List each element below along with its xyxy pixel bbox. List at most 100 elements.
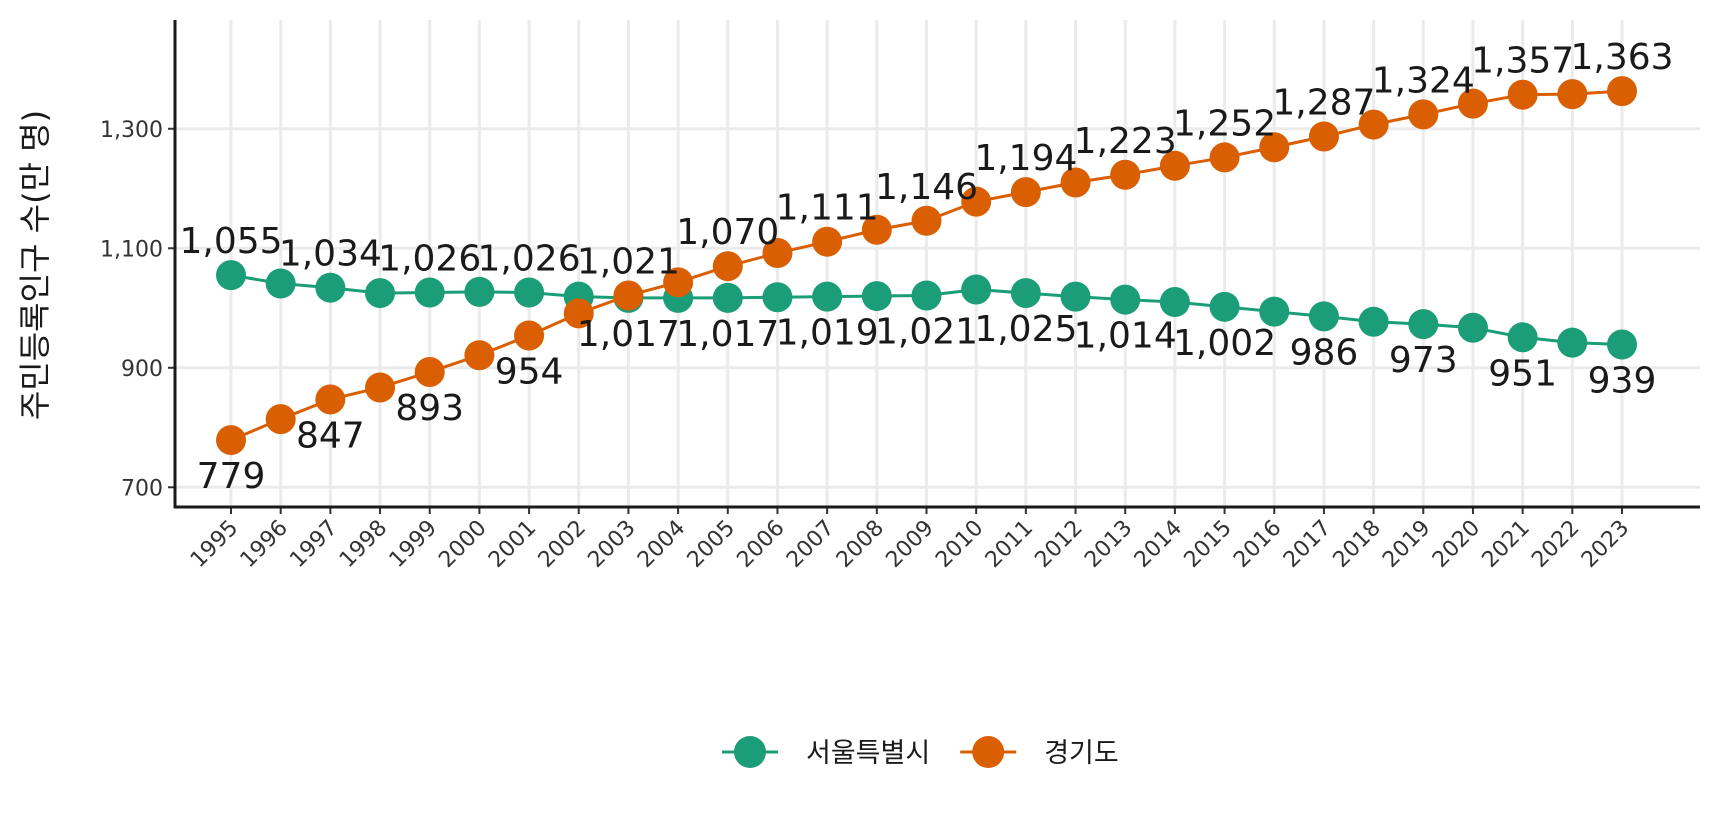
data-point xyxy=(514,277,545,308)
data-point xyxy=(1507,79,1538,110)
data-point xyxy=(1159,150,1190,181)
x-tick-label: 2008 xyxy=(832,516,889,573)
x-tick-label: 2014 xyxy=(1130,516,1187,573)
x-tick-label: 2001 xyxy=(484,516,541,573)
x-tick-label: 2004 xyxy=(633,516,690,573)
data-label: 893 xyxy=(395,388,464,429)
x-tick-label: 2005 xyxy=(683,516,740,573)
legend-key-point xyxy=(734,736,766,768)
x-tick-label: 2020 xyxy=(1428,516,1485,573)
data-point xyxy=(812,226,843,257)
data-point xyxy=(613,280,644,311)
data-point xyxy=(514,320,545,351)
data-label: 973 xyxy=(1389,340,1458,381)
data-point xyxy=(961,186,992,217)
y-axis-title: 주민등록인구 수(만 명) xyxy=(16,110,54,420)
data-label: 1,287 xyxy=(1272,83,1375,124)
data-label: 1,026 xyxy=(478,238,581,279)
legend: 서울특별시 경기도 xyxy=(722,736,1119,769)
data-point xyxy=(216,260,246,291)
data-label: 1,021 xyxy=(577,241,680,282)
x-tick-label: 2018 xyxy=(1329,516,1386,573)
data-point xyxy=(414,356,445,387)
x-tick-label: 2000 xyxy=(434,516,491,573)
x-tick-label: 2023 xyxy=(1577,516,1634,573)
data-point xyxy=(414,277,445,308)
data-point xyxy=(1457,88,1488,119)
y-tick-label: 700 xyxy=(121,476,163,501)
data-label: 1,357 xyxy=(1471,41,1574,82)
x-tick-label: 1996 xyxy=(236,516,293,573)
data-label: 1,002 xyxy=(1173,323,1276,364)
data-label: 1,034 xyxy=(279,234,382,275)
data-label: 939 xyxy=(1588,360,1657,401)
data-point xyxy=(1110,159,1141,190)
x-tick-label: 2015 xyxy=(1180,516,1237,573)
data-point xyxy=(911,205,942,236)
x-tick-label: 2002 xyxy=(534,516,591,573)
data-point xyxy=(1259,296,1290,327)
data-label: 1,019 xyxy=(776,313,879,354)
data-point xyxy=(1457,312,1488,343)
data-point xyxy=(762,282,793,313)
data-point xyxy=(464,340,495,371)
x-tick-label: 2019 xyxy=(1378,516,1435,573)
data-label: 954 xyxy=(495,352,564,393)
data-point xyxy=(911,280,942,311)
data-label: 1,014 xyxy=(1074,316,1177,357)
x-tick-label: 2007 xyxy=(782,516,839,573)
y-tick-label: 1,300 xyxy=(100,118,163,143)
data-label: 1,252 xyxy=(1173,103,1276,144)
data-label: 1,223 xyxy=(1074,121,1177,162)
data-point xyxy=(315,272,346,303)
data-point xyxy=(1209,291,1240,322)
data-point xyxy=(1010,177,1041,208)
x-tick-label: 1997 xyxy=(285,516,342,573)
x-tick-label: 2021 xyxy=(1478,516,1535,573)
x-tick-label: 1998 xyxy=(335,516,392,573)
data-point xyxy=(861,281,892,312)
legend-label: 서울특별시 xyxy=(806,738,930,769)
x-tick-label: 1995 xyxy=(186,516,243,573)
data-label: 1,025 xyxy=(974,309,1077,350)
x-tick-label: 2011 xyxy=(981,516,1038,573)
x-tick-label: 2016 xyxy=(1229,516,1286,573)
data-point xyxy=(712,251,743,282)
data-point xyxy=(663,267,694,298)
data-point xyxy=(1408,309,1439,340)
data-point xyxy=(1408,99,1439,130)
x-tick-label: 2017 xyxy=(1279,516,1336,573)
data-point xyxy=(216,425,246,456)
data-point xyxy=(762,238,793,269)
data-label: 986 xyxy=(1290,332,1359,373)
x-tick-label: 2010 xyxy=(931,516,988,573)
data-point xyxy=(861,214,892,245)
data-point xyxy=(1209,142,1240,173)
data-label: 1,017 xyxy=(676,314,779,355)
data-label: 1,017 xyxy=(577,314,680,355)
data-point xyxy=(265,268,296,299)
x-tick-label: 2006 xyxy=(732,516,789,573)
data-label: 1,021 xyxy=(875,311,978,352)
x-tick-label: 2012 xyxy=(1031,516,1088,573)
data-point xyxy=(961,274,992,305)
data-point xyxy=(1507,322,1538,353)
data-point xyxy=(1259,132,1290,163)
y-tick-label: 1,100 xyxy=(100,237,163,262)
data-label: 1,146 xyxy=(875,167,978,208)
data-point xyxy=(1060,281,1091,312)
data-point xyxy=(1557,327,1588,358)
data-labels: 1,0551,0341,0261,0261,0171,0171,0191,021… xyxy=(179,37,1673,497)
data-label: 1,055 xyxy=(179,221,282,262)
data-label: 1,363 xyxy=(1570,37,1673,78)
data-label: 1,026 xyxy=(378,238,481,279)
x-tick-label: 2003 xyxy=(583,516,640,573)
data-point xyxy=(1010,278,1041,309)
x-tick-label: 2013 xyxy=(1080,516,1137,573)
data-label: 847 xyxy=(296,415,365,456)
data-point xyxy=(1159,287,1190,318)
data-label: 1,111 xyxy=(776,188,879,229)
x-tick-label: 1999 xyxy=(385,516,442,573)
data-point xyxy=(315,384,346,415)
